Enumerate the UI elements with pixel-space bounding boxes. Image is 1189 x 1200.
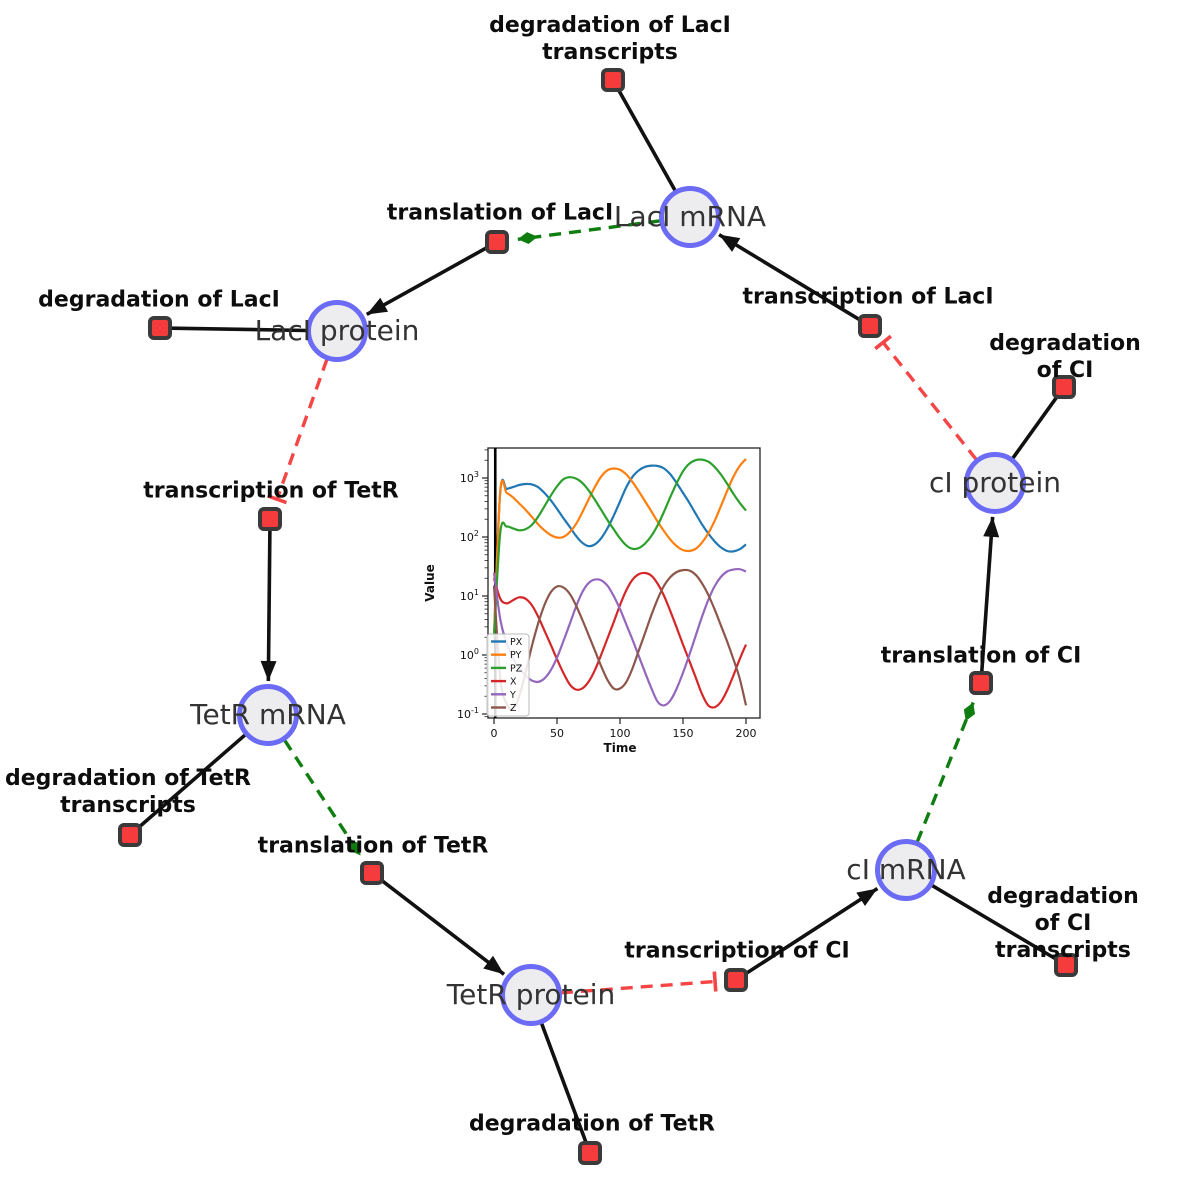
species-node-tetr_mrna[interactable] — [237, 684, 299, 746]
y-tick-label: 102 — [460, 529, 479, 544]
edge-modifier-tetr_mrna-transl_tetr — [283, 739, 362, 857]
legend-label-PZ: PZ — [510, 663, 523, 674]
species-label-ci_mrna: cI mRNA — [846, 852, 966, 886]
species-node-laci_mrna[interactable] — [659, 186, 721, 248]
reaction-node-deg_laci[interactable] — [148, 316, 172, 340]
species-label-laci_mrna: LacI mRNA — [613, 199, 767, 233]
species-label-laci_protein: LacI protein — [254, 313, 420, 347]
plot-frame — [487, 447, 761, 719]
edge-reactant-tetr_mrna-deg_tetr_tx — [137, 733, 247, 830]
y-tick-label: 103 — [460, 470, 479, 485]
series-line-PZ — [492, 458, 747, 638]
y-tick-label: 10-1 — [457, 706, 479, 721]
x-tick-label: 50 — [550, 727, 564, 740]
x-axis-title: Time — [604, 741, 637, 755]
legend-label-PX: PX — [510, 637, 523, 648]
reaction-node-deg_ci[interactable] — [1052, 375, 1076, 399]
species-label-ci_protein: cI protein — [928, 465, 1062, 499]
reaction-node-deg_tetr[interactable] — [578, 1141, 602, 1165]
series-line-PX — [492, 464, 747, 638]
legend-label-X: X — [510, 677, 517, 688]
edge-reactant-ci_protein-deg_ci — [1011, 394, 1060, 460]
reaction-label-deg_laci_tx: degradation of LacI transcripts — [489, 13, 731, 65]
legend-label-PY: PY — [510, 650, 522, 661]
species-node-tetr_protein[interactable] — [500, 964, 562, 1026]
legend: PX PY PZ XYZ — [486, 633, 530, 717]
reaction-label-tx_tetr: transcription of TetR — [143, 478, 399, 504]
edge-reactant-ci_mrna-deg_ci_tx — [930, 883, 1058, 961]
species-node-ci_protein[interactable] — [964, 452, 1026, 514]
reaction-label-tx_ci: transcription of CI — [624, 938, 850, 964]
y-axis-title: Value — [423, 564, 437, 602]
species-node-ci_mrna[interactable] — [875, 839, 937, 901]
edge-product-transl_laci-laci_protein — [365, 245, 489, 317]
series-line-X — [492, 571, 747, 709]
reaction-label-deg_ci: degradation of CI — [989, 331, 1141, 383]
series-line-PY — [492, 458, 747, 638]
reaction-label-transl_laci: translation of LacI — [386, 200, 614, 226]
edge-product-tx_laci-laci_mrna — [718, 233, 862, 322]
edge-inhibitor-laci_protein-tx_tetr — [267, 358, 329, 505]
y-tick-label: 101 — [460, 588, 479, 603]
reaction-label-tx_laci: transcription of LacI — [742, 284, 994, 310]
edge-product-tx_tetr-tetr_mrna — [260, 529, 277, 682]
reaction-node-tx_tetr[interactable] — [258, 507, 282, 531]
reaction-label-deg_ci_tx: degradation of CI transcripts — [987, 883, 1139, 963]
reaction-label-transl_ci: translation of CI — [880, 643, 1082, 669]
x-tick-label: 200 — [736, 727, 757, 740]
edge-reactant-laci_mrna-deg_laci_tx — [616, 88, 677, 192]
edge-product-tx_ci-ci_mrna — [744, 886, 879, 976]
edge-reactant-tetr_protein-deg_tetr — [539, 1022, 588, 1144]
y-tick-label: 100 — [460, 647, 479, 662]
x-tick-label: 150 — [673, 727, 694, 740]
reaction-label-deg_tetr: degradation of TetR — [468, 1111, 716, 1137]
reaction-node-transl_ci[interactable] — [969, 671, 993, 695]
reaction-node-deg_laci_tx[interactable] — [601, 68, 625, 92]
edge-product-transl_ci-ci_protein — [979, 516, 1000, 673]
edge-inhibitor-ci_protein-tx_laci — [874, 334, 978, 461]
series-line-Y — [492, 567, 747, 707]
reaction-node-transl_tetr[interactable] — [360, 861, 384, 885]
species-node-laci_protein[interactable] — [306, 300, 368, 362]
reaction-label-transl_tetr: translation of TetR — [257, 833, 489, 859]
species-label-tetr_protein: TetR protein — [446, 977, 616, 1011]
edge-inhibitor-tetr_protein-tx_ci — [560, 971, 718, 995]
edge-modifier-laci_mrna-transl_laci — [517, 219, 661, 244]
series-line-Z — [492, 568, 748, 711]
reaction-node-tx_laci[interactable] — [858, 314, 882, 338]
edge-modifier-ci_mrna-transl_ci — [915, 701, 976, 843]
species-label-tetr_mrna: TetR mRNA — [190, 697, 346, 731]
reaction-node-deg_tetr_tx[interactable] — [118, 823, 142, 847]
reaction-label-deg_tetr_tx: degradation of TetR transcripts — [4, 766, 252, 818]
legend-label-Z: Z — [510, 703, 517, 714]
reaction-node-tx_ci[interactable] — [724, 968, 748, 992]
x-tick-label: 100 — [610, 727, 631, 740]
reaction-node-transl_laci[interactable] — [485, 230, 509, 254]
reaction-node-deg_ci_tx[interactable] — [1054, 953, 1078, 977]
reaction-label-deg_laci: degradation of LacI — [38, 287, 280, 313]
edge-reactant-laci_protein-deg_laci — [170, 326, 308, 333]
legend-label-Y: Y — [509, 690, 516, 701]
edge-product-transl_tetr-tetr_protein — [379, 878, 506, 976]
x-tick-label: 0 — [491, 727, 498, 740]
